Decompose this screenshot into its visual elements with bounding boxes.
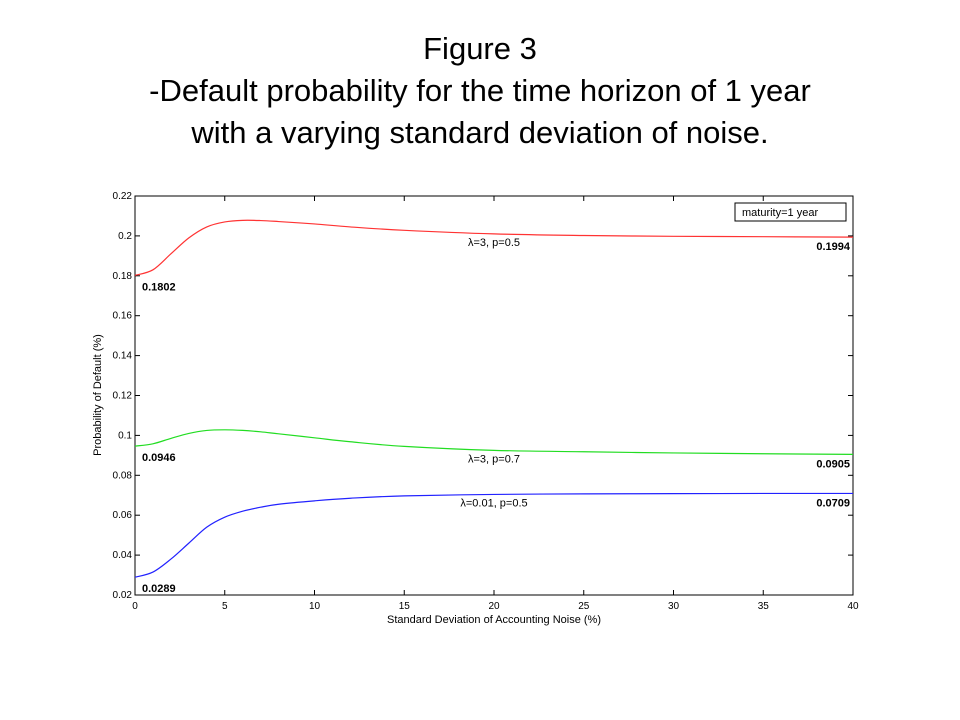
y-tick-label: 0.1 [118, 430, 132, 441]
series-end-label: 0.0709 [816, 497, 850, 509]
series-start-label: 0.0946 [142, 452, 176, 464]
y-tick-label: 0.04 [113, 550, 133, 561]
title-line-3: with a varying standard deviation of noi… [191, 115, 769, 150]
x-tick-label: 40 [847, 601, 859, 612]
x-tick-label: 25 [578, 601, 590, 612]
x-tick-label: 35 [758, 601, 770, 612]
legend: maturity=1 year [734, 202, 847, 222]
series-end-label: 0.1994 [816, 241, 851, 253]
series-start-label: 0.0289 [142, 583, 176, 595]
x-tick-label: 15 [399, 601, 411, 612]
y-axis-label: Probability of Default (%) [92, 334, 104, 456]
y-tick-label: 0.06 [113, 510, 133, 521]
series-end-label: 0.0905 [816, 458, 850, 470]
slide-title: Figure 3 -Default probability for the ti… [0, 28, 960, 154]
x-tick-label: 10 [309, 601, 321, 612]
y-tick-label: 0.02 [113, 590, 133, 601]
series-labels: λ=3, p=0.5 0.1802 0.1994 λ=3, p=0.7 0.0946 0.… [142, 237, 851, 595]
legend-box [734, 202, 847, 222]
series-name-label: λ=0.01, p=0.5 [460, 497, 527, 509]
y-tick-label: 0.18 [113, 271, 133, 282]
y-tick-label: 0.12 [113, 391, 133, 402]
legend-text: maturity=1 year [742, 207, 818, 219]
title-line-1: Figure 3 [423, 31, 537, 66]
y-tick-label: 0.14 [113, 351, 133, 362]
series-start-label: 0.1802 [142, 281, 176, 293]
y-tick-label: 0.08 [113, 470, 133, 481]
series-lines [134, 219, 854, 578]
series-line [134, 429, 854, 455]
y-tick-label: 0.16 [113, 311, 133, 322]
title-line-2: -Default probability for the time horizo… [149, 73, 811, 108]
series-name-label: λ=3, p=0.5 [468, 237, 520, 249]
x-tick-label: 30 [668, 601, 680, 612]
series-name-label: λ=3, p=0.7 [468, 453, 520, 465]
x-axis: 0 5 10 15 20 25 30 35 40 [132, 196, 859, 612]
series-line [134, 219, 854, 276]
series-line [134, 492, 854, 578]
x-tick-label: 0 [132, 601, 138, 612]
y-tick-label: 0.2 [118, 231, 132, 242]
x-axis-label: Standard Deviation of Accounting Noise (… [387, 614, 601, 626]
y-tick-label: 0.22 [113, 191, 133, 202]
y-axis: 0.02 0.04 0.06 0.08 0.1 0.12 0.14 0.16 0.18 0.2 0.… [113, 191, 853, 601]
plot-area [134, 195, 854, 596]
plot-frame [134, 195, 854, 596]
x-tick-label: 5 [222, 601, 228, 612]
x-tick-label: 20 [488, 601, 500, 612]
